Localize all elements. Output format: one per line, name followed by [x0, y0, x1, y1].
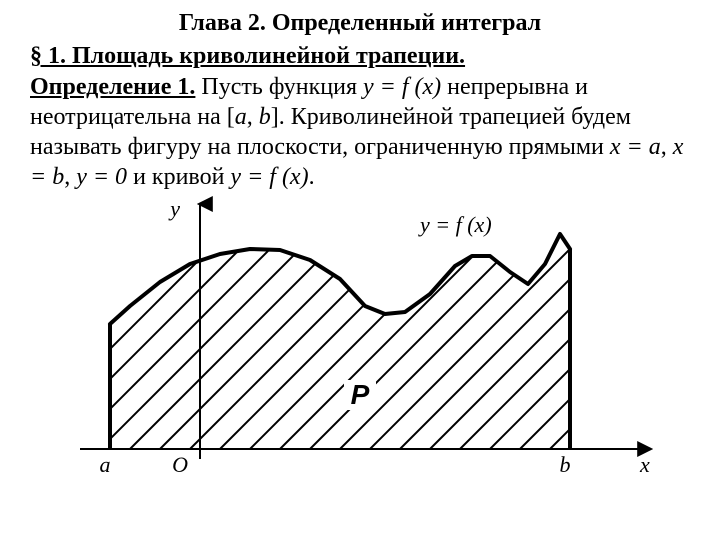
sym-b1: b: [259, 104, 271, 130]
sym-b2: b: [52, 164, 64, 190]
diagram-container: y x Oa b y = f (x) P: [30, 194, 690, 484]
t3: и кривой: [127, 164, 230, 190]
svg-text:O: O: [172, 452, 188, 477]
sym-a2: a: [649, 134, 661, 160]
eq-xa-pre: x =: [610, 134, 649, 160]
definition-body: Определение 1. Пусть функция y = f (x) н…: [30, 72, 690, 192]
sep2: ,: [64, 164, 76, 190]
svg-text:P: P: [351, 379, 370, 410]
curvilinear-trapezoid-diagram: y x Oa b y = f (x) P: [60, 194, 660, 484]
eq-y0: y = 0: [76, 164, 127, 190]
sym-a1: a: [235, 104, 247, 130]
chapter-title: Глава 2. Определенный интеграл: [30, 10, 690, 37]
sym-comma: ,: [247, 104, 259, 130]
section-title: § 1. Площадь криволинейной трапеции.: [30, 43, 690, 70]
svg-text:b: b: [560, 452, 571, 477]
eq-yfx1: y = f (x): [363, 74, 441, 100]
svg-text:a: a: [100, 452, 111, 477]
sep1: ,: [661, 134, 673, 160]
svg-text:y: y: [168, 196, 180, 221]
t1a: Пусть функция: [195, 74, 363, 100]
definition-label: Определение 1.: [30, 74, 195, 100]
svg-text:y = f (x): y = f (x): [418, 212, 492, 237]
period: .: [309, 164, 315, 190]
eq-yfx2: y = f (x): [230, 164, 308, 190]
svg-text:x: x: [639, 452, 650, 477]
